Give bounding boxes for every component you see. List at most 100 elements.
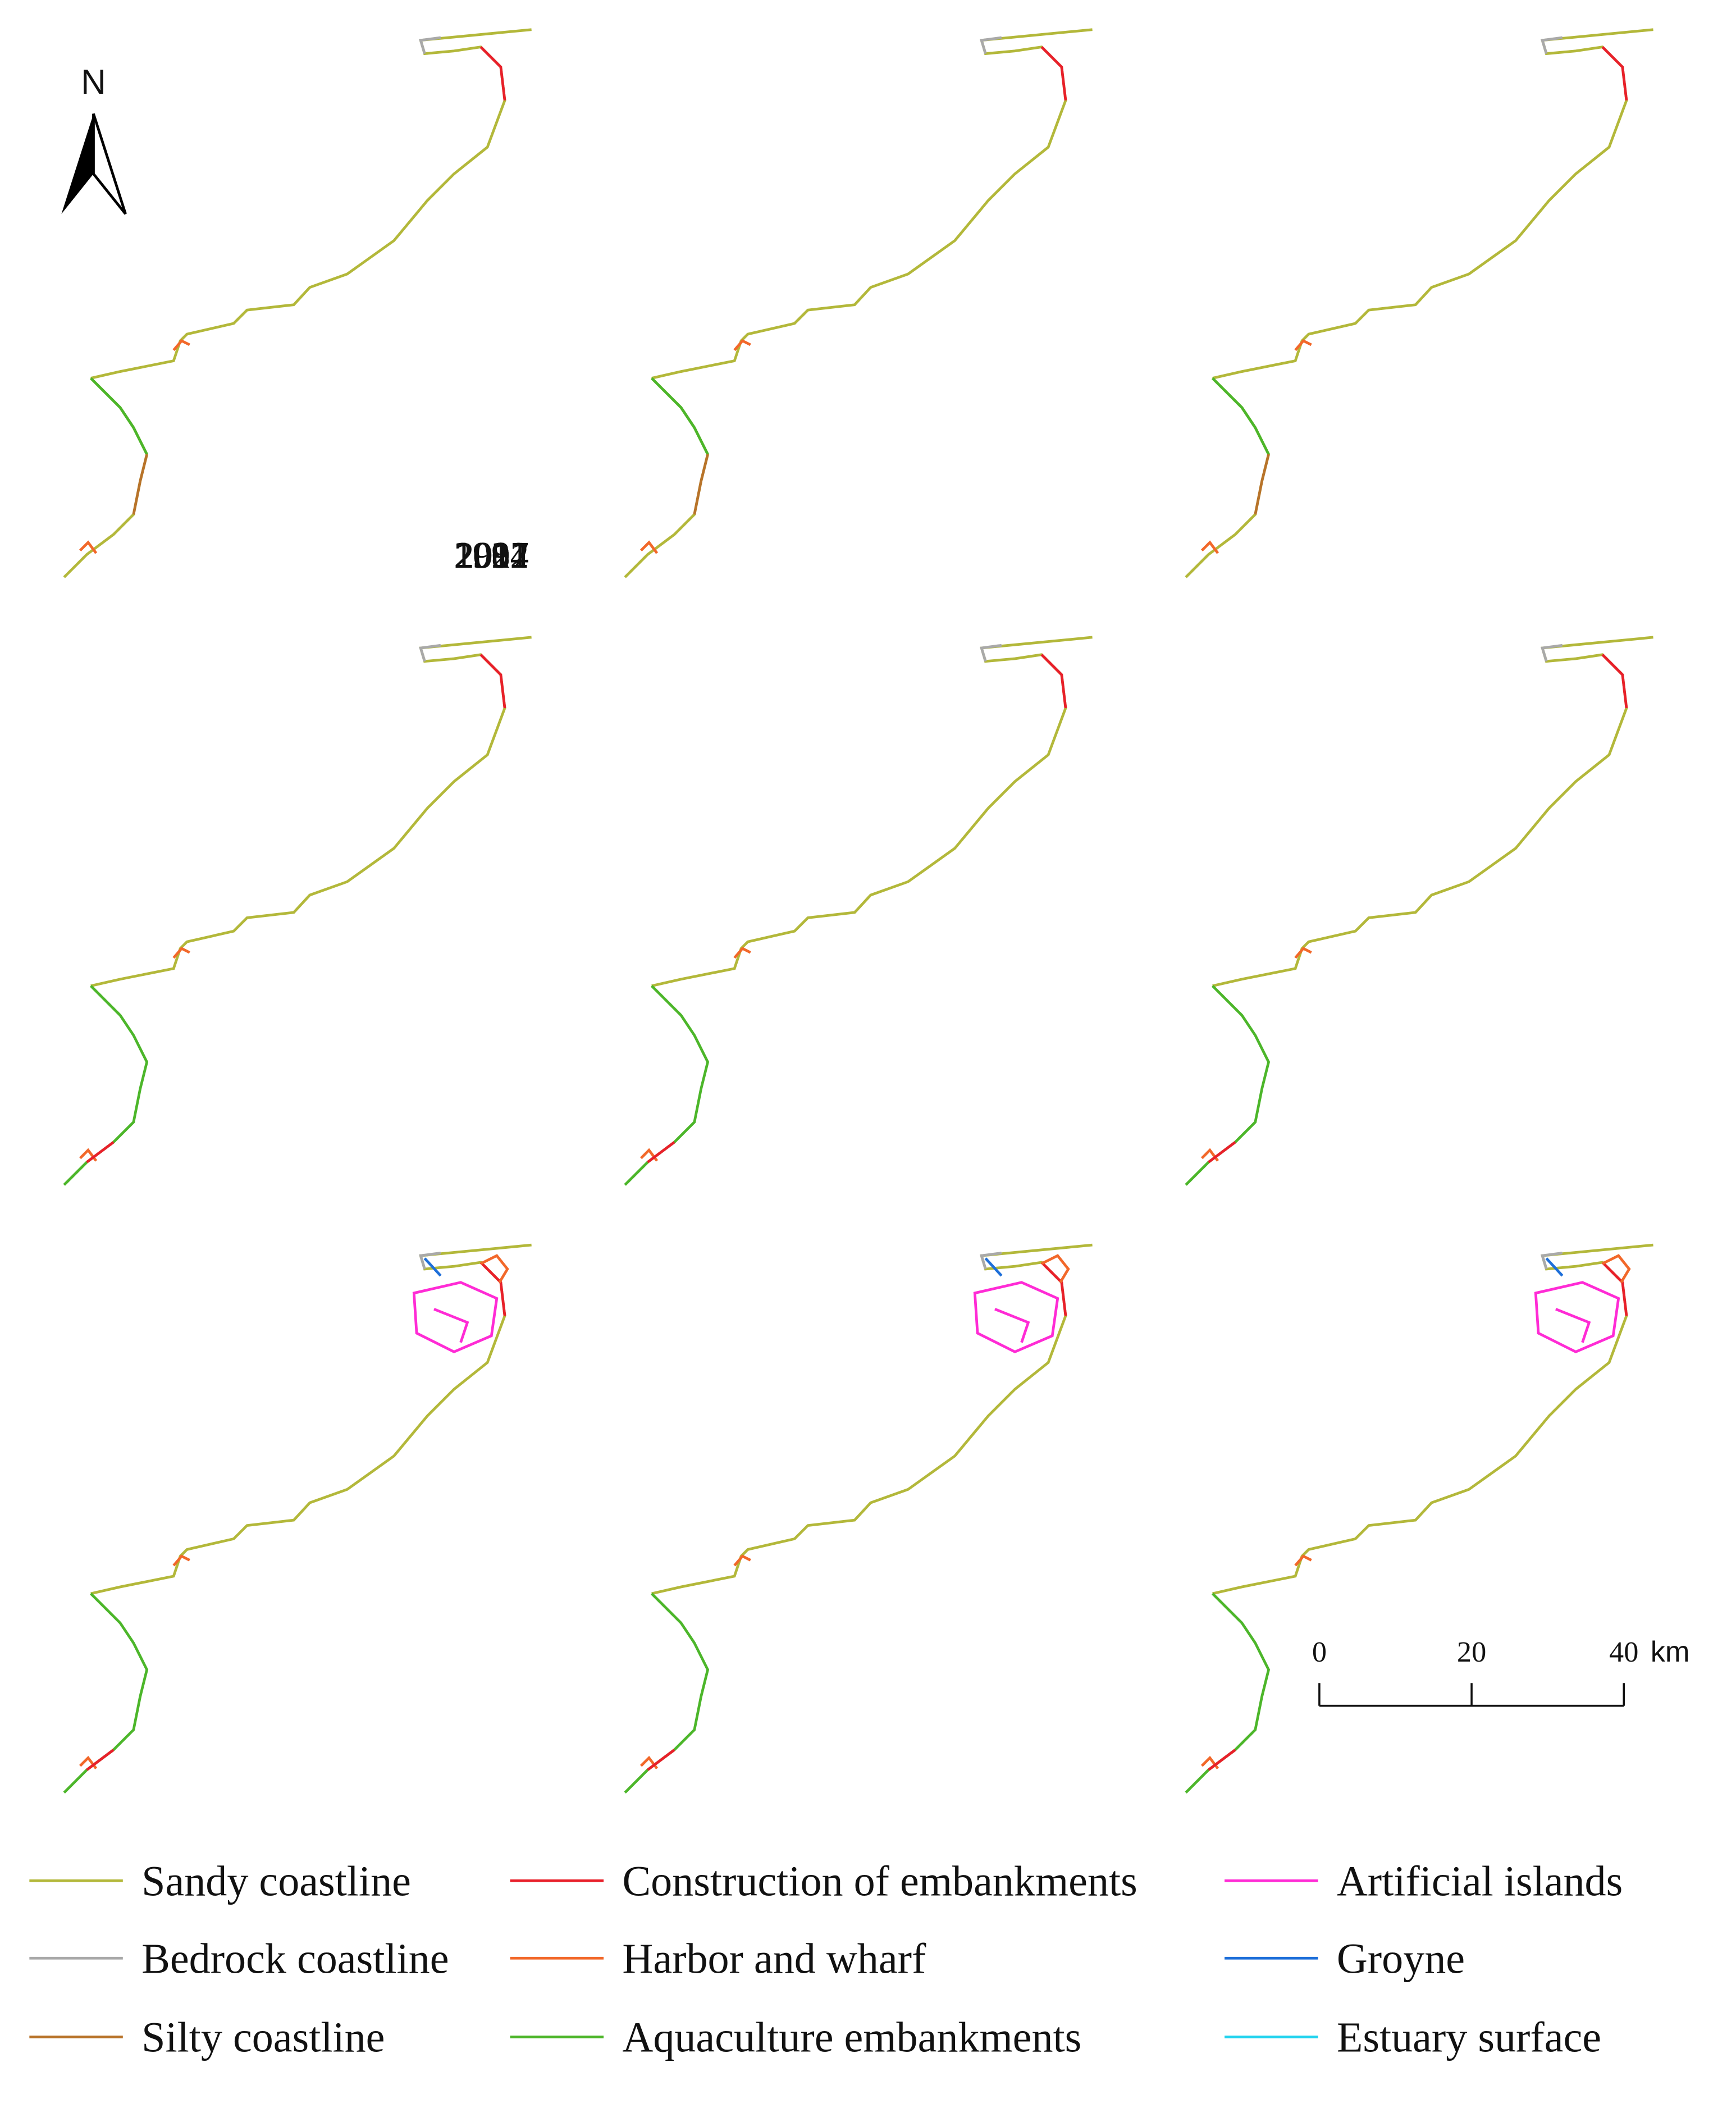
embankment-segment (1601, 45, 1628, 101)
silty-segment (693, 454, 709, 515)
bedrock-segment (980, 644, 1002, 662)
bedrock-segment (1541, 644, 1563, 662)
aquaculture-segment (90, 377, 148, 455)
embankment-segment (1040, 1261, 1067, 1316)
coastline-north (1212, 636, 1653, 988)
harbor-segment (1200, 540, 1219, 554)
embankment-segment (479, 654, 506, 709)
bedrock-segment (980, 36, 1002, 54)
year-label: 1997 (454, 535, 529, 576)
map-panel (63, 28, 532, 578)
harbor-segment (172, 947, 190, 959)
coastline-north (90, 636, 532, 988)
scale-unit: km (1651, 1636, 1690, 1668)
artificial-island (1555, 1308, 1591, 1343)
harbor-segment (639, 540, 659, 554)
map-panel (624, 1243, 1093, 1794)
year-label: 2002 (454, 535, 529, 576)
scale-tick-label: 0 (1312, 1636, 1327, 1668)
map-panel (1185, 28, 1653, 578)
legend-label: Groyne (1337, 1935, 1465, 1982)
harbor-segment (1294, 1554, 1312, 1567)
aquaculture-segment (1211, 377, 1270, 455)
embankment-segment (86, 1141, 115, 1163)
harbor-segment (733, 1554, 751, 1567)
year-label: 2011 (455, 535, 529, 576)
harbor-segment (1294, 339, 1312, 352)
coastline-south (1185, 1593, 1271, 1794)
embankment-segment (1601, 1261, 1628, 1316)
groyne-segment (1545, 1257, 1564, 1277)
embankment-segment (1040, 45, 1067, 101)
map-panel (1185, 636, 1653, 1186)
coastline-north (90, 1243, 532, 1595)
bedrock-segment (419, 644, 441, 662)
embankment-segment (647, 1141, 675, 1163)
coastline-north (651, 636, 1093, 988)
coastline-north (1212, 1243, 1653, 1595)
groyne-segment (423, 1257, 442, 1277)
coastline-south (1185, 377, 1271, 578)
embankment-segment (647, 1749, 675, 1771)
coastline-south (624, 985, 710, 1186)
map-panel (624, 28, 1093, 578)
scale-tick-label: 20 (1457, 1636, 1486, 1668)
legend-label: Silty coastline (141, 2014, 385, 2061)
harbor-segment (172, 1554, 190, 1567)
year-label: 2017 (454, 535, 529, 576)
north-arrow-right (92, 113, 127, 215)
aquaculture-segment (651, 377, 709, 455)
embankment-segment (479, 45, 506, 101)
bedrock-segment (419, 1252, 441, 1270)
embankment-segment (1601, 654, 1628, 709)
embankment-segment (1208, 1749, 1236, 1771)
silty-segment (1254, 454, 1270, 515)
coastline-north (1212, 28, 1653, 380)
harbor-segment (1294, 947, 1312, 959)
legend-label: Sandy coastline (141, 1858, 411, 1905)
scale-tick-label: 40 (1609, 1636, 1638, 1668)
legend-label: Construction of embankments (622, 1858, 1137, 1905)
coastline-north (651, 28, 1093, 380)
north-arrow: N (61, 63, 127, 215)
map-panel (63, 636, 532, 1186)
embankment-segment (1040, 654, 1067, 709)
artificial-island (1534, 1281, 1620, 1354)
coastline-south (63, 1593, 149, 1794)
artificial-island (433, 1308, 469, 1343)
harbor-segment (1041, 1254, 1070, 1283)
coastline-north (651, 1243, 1093, 1595)
legend-label: Artificial islands (1337, 1858, 1623, 1905)
legend-label: Harbor and wharf (622, 1935, 926, 1982)
coastline-north (90, 28, 532, 380)
artificial-island (973, 1281, 1059, 1354)
map-panel (624, 636, 1093, 1186)
year-label: 2022 (454, 535, 529, 576)
coastline-south (63, 377, 149, 578)
bedrock-segment (1541, 36, 1563, 54)
harbor-segment (733, 339, 751, 352)
north-arrow-left (61, 113, 94, 214)
artificial-island (994, 1308, 1030, 1343)
coastline-south (624, 377, 710, 578)
embankment-segment (1208, 1141, 1236, 1163)
bedrock-segment (419, 36, 441, 54)
legend-label: Estuary surface (1337, 2014, 1601, 2061)
year-label: 1992 (454, 535, 529, 576)
year-label: 2007 (454, 535, 529, 576)
embankment-segment (479, 1261, 506, 1316)
coastline-south (1185, 985, 1271, 1186)
north-label: N (81, 63, 106, 102)
artificial-island (412, 1281, 499, 1354)
legend-label: Aquaculture embankments (622, 2014, 1081, 2061)
harbor-segment (1602, 1254, 1631, 1283)
year-label: 1987 (454, 535, 529, 576)
silty-segment (132, 454, 148, 515)
map-panel (1185, 1243, 1653, 1794)
groyne-segment (984, 1257, 1003, 1277)
legend-label: Bedrock coastline (141, 1935, 449, 1982)
coastline-south (624, 1593, 710, 1794)
harbor-segment (79, 540, 98, 554)
harbor-segment (172, 339, 190, 352)
